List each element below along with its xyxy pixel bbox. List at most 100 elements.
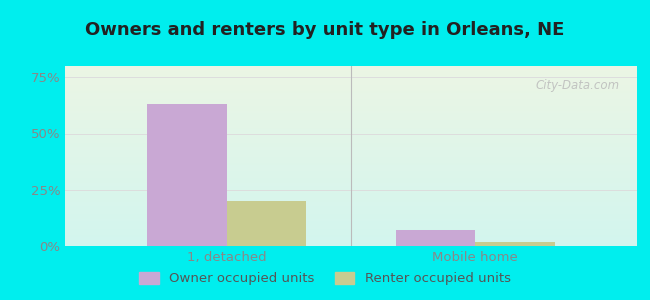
- Bar: [65, 233, 637, 234]
- Bar: [65, 87, 637, 88]
- Bar: [65, 201, 637, 202]
- Bar: [65, 157, 637, 158]
- Bar: [65, 202, 637, 203]
- Bar: [65, 214, 637, 215]
- Bar: [65, 119, 637, 120]
- Bar: [65, 128, 637, 129]
- Bar: [65, 104, 637, 105]
- Bar: [65, 109, 637, 110]
- Bar: [65, 140, 637, 141]
- Bar: [147, 104, 227, 246]
- Bar: [65, 177, 637, 178]
- Bar: [65, 125, 637, 126]
- Bar: [65, 215, 637, 216]
- Bar: [65, 145, 637, 146]
- Bar: [65, 165, 637, 166]
- Bar: [65, 134, 637, 135]
- Bar: [65, 237, 637, 238]
- Bar: [65, 222, 637, 223]
- Bar: [65, 199, 637, 200]
- Bar: [65, 178, 637, 179]
- Bar: [65, 129, 637, 130]
- Bar: [227, 201, 306, 246]
- Bar: [65, 175, 637, 176]
- Bar: [65, 72, 637, 73]
- Bar: [65, 229, 637, 230]
- Bar: [65, 94, 637, 95]
- Bar: [65, 196, 637, 197]
- Bar: [65, 244, 637, 245]
- Bar: [65, 122, 637, 123]
- Bar: [65, 182, 637, 183]
- Bar: [65, 144, 637, 145]
- Bar: [65, 171, 637, 172]
- Bar: [65, 71, 637, 72]
- Bar: [65, 184, 637, 185]
- Bar: [65, 142, 637, 143]
- Bar: [65, 232, 637, 233]
- Text: City-Data.com: City-Data.com: [536, 79, 620, 92]
- Bar: [65, 105, 637, 106]
- Bar: [65, 163, 637, 164]
- Bar: [65, 235, 637, 236]
- Bar: [65, 124, 637, 125]
- Bar: [65, 194, 637, 195]
- Bar: [65, 102, 637, 103]
- Bar: [65, 169, 637, 170]
- Bar: [65, 112, 637, 113]
- Bar: [65, 195, 637, 196]
- Bar: [65, 111, 637, 112]
- Bar: [65, 183, 637, 184]
- Bar: [65, 135, 637, 136]
- Bar: [65, 187, 637, 188]
- Bar: [65, 97, 637, 98]
- Bar: [475, 242, 555, 246]
- Bar: [65, 205, 637, 206]
- Bar: [65, 206, 637, 207]
- Bar: [65, 236, 637, 237]
- Bar: [65, 120, 637, 121]
- Bar: [65, 160, 637, 161]
- Bar: [65, 70, 637, 71]
- Bar: [65, 167, 637, 168]
- Bar: [65, 149, 637, 150]
- Bar: [65, 121, 637, 122]
- Bar: [65, 141, 637, 142]
- Bar: [65, 126, 637, 127]
- Bar: [65, 69, 637, 70]
- Bar: [65, 116, 637, 117]
- Bar: [65, 220, 637, 221]
- Legend: Owner occupied units, Renter occupied units: Owner occupied units, Renter occupied un…: [134, 266, 516, 290]
- Bar: [65, 152, 637, 153]
- Bar: [65, 174, 637, 175]
- Bar: [65, 172, 637, 173]
- Bar: [65, 151, 637, 152]
- Bar: [65, 197, 637, 198]
- Bar: [65, 84, 637, 85]
- Bar: [65, 156, 637, 157]
- Bar: [65, 168, 637, 169]
- Bar: [65, 118, 637, 119]
- Bar: [65, 185, 637, 186]
- Bar: [65, 203, 637, 204]
- Bar: [396, 230, 475, 246]
- Bar: [65, 179, 637, 180]
- Bar: [65, 99, 637, 100]
- Bar: [65, 82, 637, 83]
- Bar: [65, 147, 637, 148]
- Bar: [65, 169, 637, 170]
- Bar: [65, 241, 637, 242]
- Bar: [65, 110, 637, 111]
- Bar: [65, 218, 637, 219]
- Bar: [65, 198, 637, 199]
- Bar: [65, 95, 637, 96]
- Bar: [65, 80, 637, 81]
- Bar: [65, 132, 637, 133]
- Bar: [65, 86, 637, 87]
- Bar: [65, 193, 637, 194]
- Bar: [65, 143, 637, 144]
- Bar: [65, 158, 637, 159]
- Bar: [65, 186, 637, 187]
- Bar: [65, 245, 637, 246]
- Bar: [65, 96, 637, 97]
